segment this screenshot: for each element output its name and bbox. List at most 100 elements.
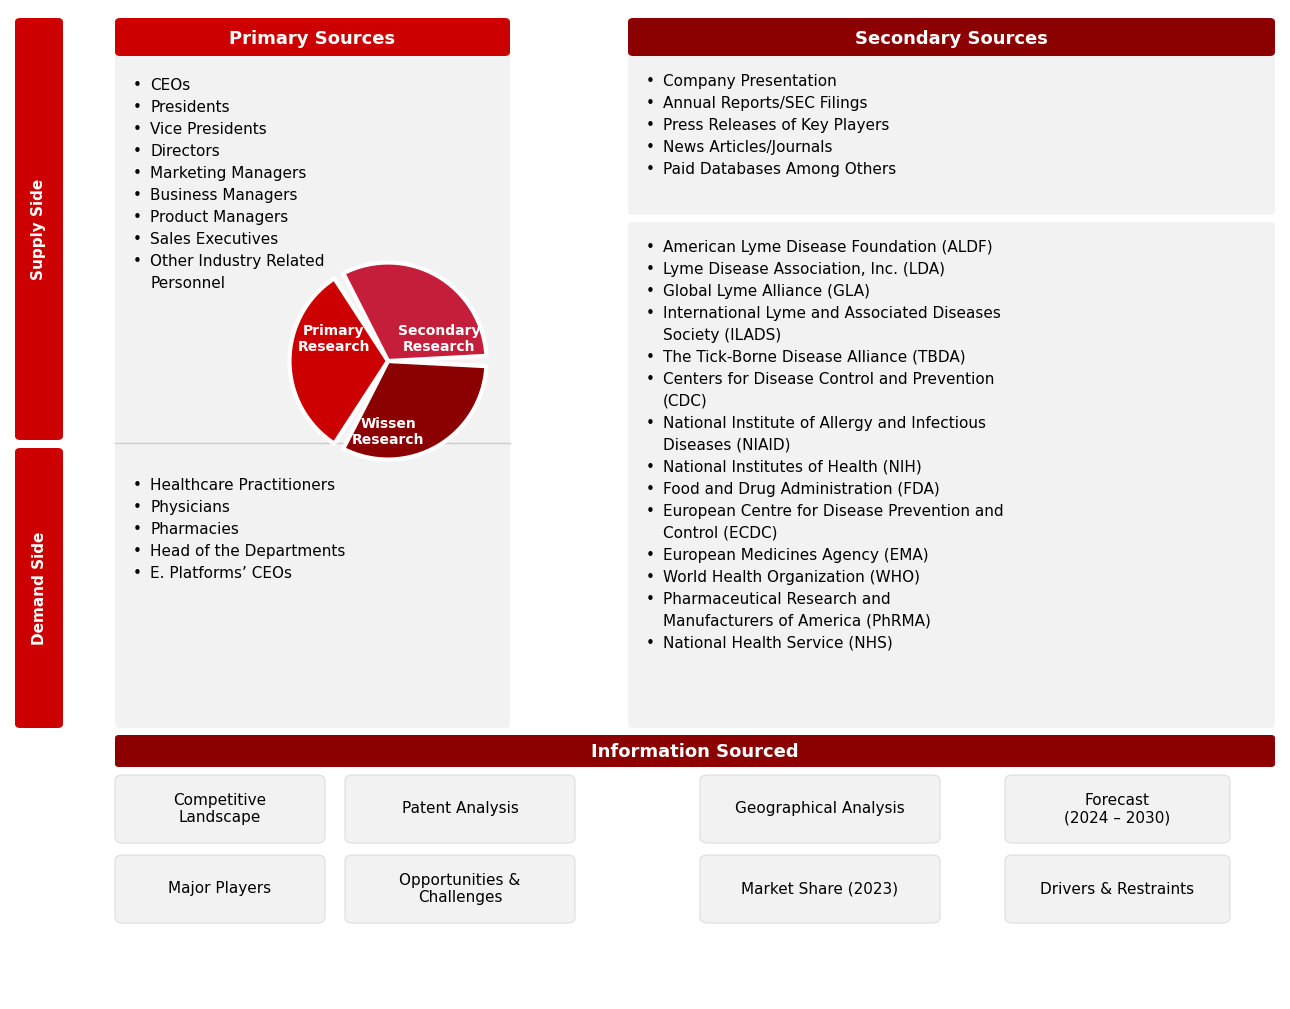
Text: •: • bbox=[646, 592, 655, 607]
Text: •: • bbox=[646, 372, 655, 387]
Text: Forecast
(2024 – 2030): Forecast (2024 – 2030) bbox=[1064, 793, 1170, 825]
FancyBboxPatch shape bbox=[15, 448, 63, 728]
FancyBboxPatch shape bbox=[344, 855, 575, 923]
Text: •: • bbox=[133, 166, 142, 181]
Text: •: • bbox=[646, 504, 655, 519]
FancyBboxPatch shape bbox=[628, 18, 1275, 57]
Text: •: • bbox=[133, 100, 142, 115]
Text: Primary
Research: Primary Research bbox=[298, 324, 370, 354]
FancyBboxPatch shape bbox=[628, 18, 1275, 215]
Wedge shape bbox=[343, 262, 486, 361]
Text: Pharmaceutical Research and: Pharmaceutical Research and bbox=[663, 592, 890, 607]
Text: Marketing Managers: Marketing Managers bbox=[150, 166, 307, 181]
Text: •: • bbox=[646, 240, 655, 255]
Text: Wissen
Research: Wissen Research bbox=[352, 417, 424, 447]
Text: •: • bbox=[646, 74, 655, 89]
Text: National Institutes of Health (NIH): National Institutes of Health (NIH) bbox=[663, 460, 922, 475]
Text: The Tick-Borne Disease Alliance (TBDA): The Tick-Borne Disease Alliance (TBDA) bbox=[663, 350, 966, 365]
Text: European Medicines Agency (EMA): European Medicines Agency (EMA) bbox=[663, 548, 929, 563]
Text: Secondary
Research: Secondary Research bbox=[399, 324, 480, 354]
Text: •: • bbox=[646, 482, 655, 497]
Text: Society (ILADS): Society (ILADS) bbox=[663, 328, 782, 343]
Text: European Centre for Disease Prevention and: European Centre for Disease Prevention a… bbox=[663, 504, 1004, 519]
Text: •: • bbox=[133, 254, 142, 269]
Text: •: • bbox=[646, 262, 655, 277]
Text: Business Managers: Business Managers bbox=[150, 188, 298, 203]
Text: Diseases (NIAID): Diseases (NIAID) bbox=[663, 438, 791, 453]
Text: Supply Side: Supply Side bbox=[31, 179, 46, 279]
Text: •: • bbox=[133, 566, 142, 581]
FancyBboxPatch shape bbox=[700, 855, 940, 923]
Text: •: • bbox=[646, 460, 655, 475]
Text: •: • bbox=[646, 118, 655, 133]
Text: Centers for Disease Control and Prevention: Centers for Disease Control and Preventi… bbox=[663, 372, 995, 387]
Text: American Lyme Disease Foundation (ALDF): American Lyme Disease Foundation (ALDF) bbox=[663, 240, 992, 255]
Text: Sales Executives: Sales Executives bbox=[150, 232, 279, 247]
Text: Company Presentation: Company Presentation bbox=[663, 74, 837, 89]
Text: •: • bbox=[646, 140, 655, 155]
Text: National Institute of Allergy and Infectious: National Institute of Allergy and Infect… bbox=[663, 416, 986, 431]
Text: News Articles/Journals: News Articles/Journals bbox=[663, 140, 832, 155]
Text: Other Industry Related: Other Industry Related bbox=[150, 254, 325, 269]
Text: Lyme Disease Association, Inc. (LDA): Lyme Disease Association, Inc. (LDA) bbox=[663, 262, 946, 277]
Text: Secondary Sources: Secondary Sources bbox=[854, 30, 1047, 48]
Text: Presidents: Presidents bbox=[150, 100, 230, 115]
Text: Healthcare Practitioners: Healthcare Practitioners bbox=[150, 478, 335, 493]
Text: Drivers & Restraints: Drivers & Restraints bbox=[1040, 882, 1195, 897]
Text: (CDC): (CDC) bbox=[663, 394, 708, 409]
Text: Major Players: Major Players bbox=[169, 882, 272, 897]
FancyBboxPatch shape bbox=[344, 775, 575, 843]
Text: •: • bbox=[646, 570, 655, 585]
FancyBboxPatch shape bbox=[15, 18, 63, 440]
Text: •: • bbox=[646, 548, 655, 563]
Wedge shape bbox=[343, 361, 486, 459]
Text: •: • bbox=[133, 544, 142, 559]
Text: Demand Side: Demand Side bbox=[31, 532, 46, 645]
Text: Manufacturers of America (PhRMA): Manufacturers of America (PhRMA) bbox=[663, 614, 931, 629]
Text: Patent Analysis: Patent Analysis bbox=[401, 801, 519, 816]
FancyBboxPatch shape bbox=[1005, 855, 1229, 923]
FancyBboxPatch shape bbox=[115, 18, 510, 57]
Text: •: • bbox=[133, 500, 142, 515]
Text: •: • bbox=[646, 416, 655, 431]
Text: Control (ECDC): Control (ECDC) bbox=[663, 526, 778, 541]
Text: •: • bbox=[133, 122, 142, 137]
Text: •: • bbox=[133, 210, 142, 225]
Wedge shape bbox=[289, 278, 388, 444]
FancyBboxPatch shape bbox=[115, 18, 510, 728]
Text: Vice Presidents: Vice Presidents bbox=[150, 122, 267, 137]
Text: •: • bbox=[133, 232, 142, 247]
Text: E. Platforms’ CEOs: E. Platforms’ CEOs bbox=[150, 566, 292, 581]
Text: •: • bbox=[646, 284, 655, 299]
Text: •: • bbox=[133, 522, 142, 537]
Text: •: • bbox=[646, 636, 655, 651]
Text: •: • bbox=[646, 162, 655, 177]
Text: Press Releases of Key Players: Press Releases of Key Players bbox=[663, 118, 889, 133]
Text: •: • bbox=[133, 144, 142, 159]
FancyBboxPatch shape bbox=[115, 775, 325, 843]
Text: National Health Service (NHS): National Health Service (NHS) bbox=[663, 636, 893, 651]
FancyBboxPatch shape bbox=[1005, 775, 1229, 843]
Text: Head of the Departments: Head of the Departments bbox=[150, 544, 346, 559]
Text: International Lyme and Associated Diseases: International Lyme and Associated Diseas… bbox=[663, 306, 1001, 321]
Text: •: • bbox=[133, 188, 142, 203]
FancyBboxPatch shape bbox=[700, 775, 940, 843]
Text: CEOs: CEOs bbox=[150, 78, 190, 93]
Text: Primary Sources: Primary Sources bbox=[228, 30, 395, 48]
Text: •: • bbox=[133, 478, 142, 493]
Text: Market Share (2023): Market Share (2023) bbox=[742, 882, 899, 897]
FancyBboxPatch shape bbox=[628, 222, 1275, 728]
Text: •: • bbox=[646, 96, 655, 111]
Text: •: • bbox=[646, 350, 655, 365]
FancyBboxPatch shape bbox=[115, 735, 1275, 767]
Text: Opportunities &
Challenges: Opportunities & Challenges bbox=[400, 873, 521, 905]
Text: Physicians: Physicians bbox=[150, 500, 230, 515]
Text: Competitive
Landscape: Competitive Landscape bbox=[173, 793, 267, 825]
Text: Geographical Analysis: Geographical Analysis bbox=[735, 801, 904, 816]
Text: Paid Databases Among Others: Paid Databases Among Others bbox=[663, 162, 897, 177]
Text: Personnel: Personnel bbox=[150, 276, 224, 291]
Text: •: • bbox=[646, 306, 655, 321]
FancyBboxPatch shape bbox=[115, 855, 325, 923]
Text: Directors: Directors bbox=[150, 144, 219, 159]
Text: Global Lyme Alliance (GLA): Global Lyme Alliance (GLA) bbox=[663, 284, 869, 299]
